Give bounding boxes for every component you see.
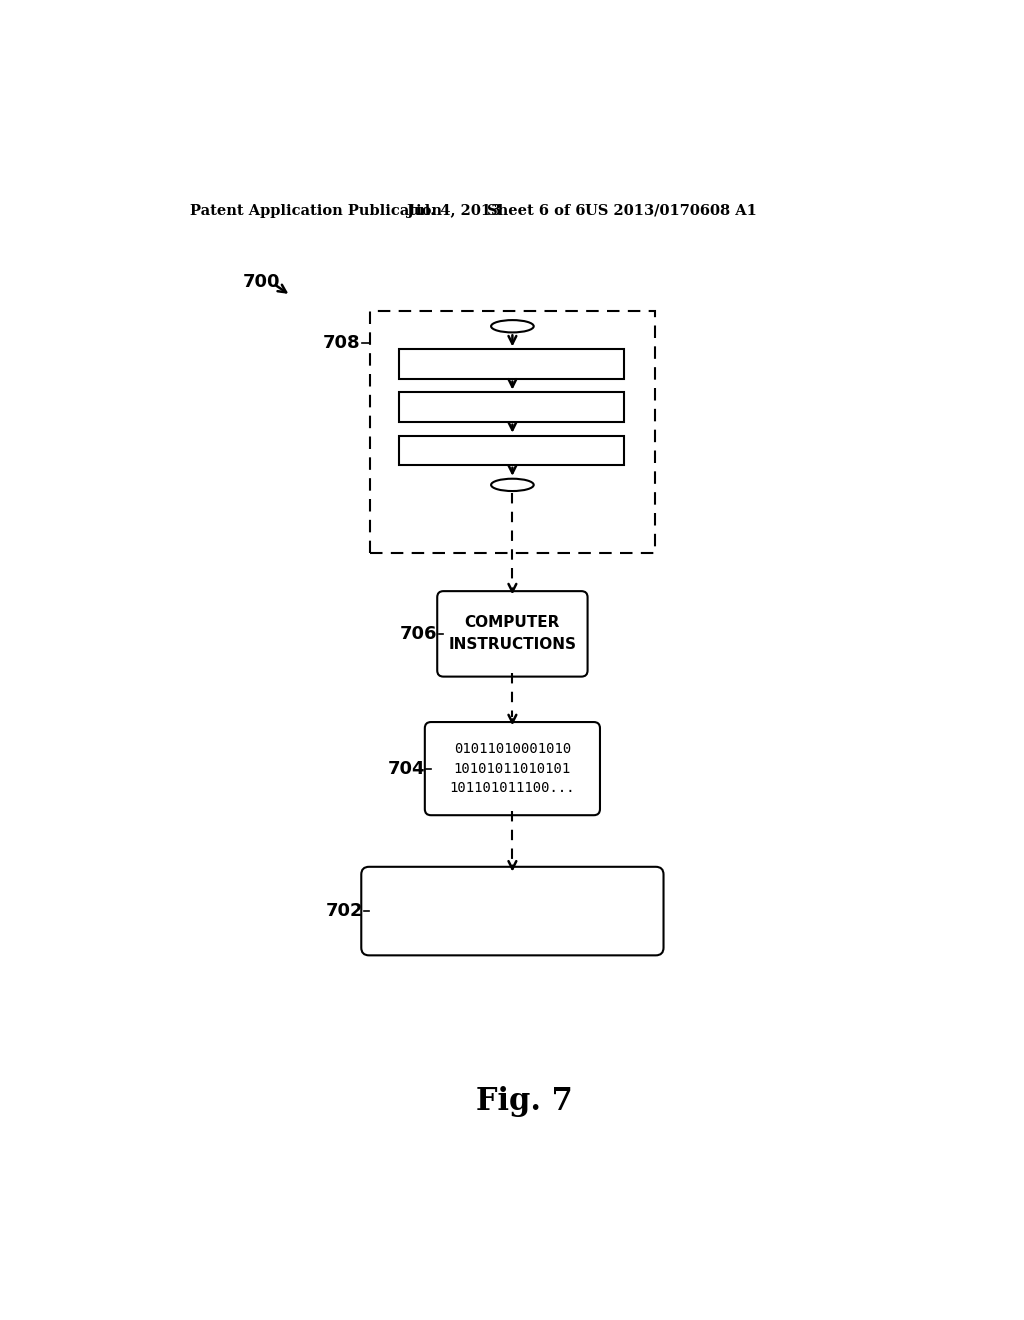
- Text: 700: 700: [243, 273, 281, 290]
- FancyBboxPatch shape: [437, 591, 588, 677]
- Text: US 2013/0170608 A1: US 2013/0170608 A1: [586, 203, 757, 218]
- Text: 706: 706: [399, 624, 437, 643]
- Bar: [399, 436, 624, 465]
- Ellipse shape: [492, 479, 534, 491]
- Bar: [399, 350, 624, 379]
- Text: Fig. 7: Fig. 7: [476, 1086, 573, 1117]
- Text: Jul. 4, 2013: Jul. 4, 2013: [407, 203, 502, 218]
- Text: 702: 702: [326, 902, 362, 920]
- Bar: [370, 312, 655, 553]
- Ellipse shape: [492, 321, 534, 333]
- FancyBboxPatch shape: [425, 722, 600, 816]
- Text: 708: 708: [323, 334, 360, 352]
- Text: Patent Application Publication: Patent Application Publication: [190, 203, 442, 218]
- Text: 704: 704: [387, 759, 425, 777]
- FancyBboxPatch shape: [361, 867, 664, 956]
- Text: Sheet 6 of 6: Sheet 6 of 6: [486, 203, 586, 218]
- Text: 01011010001010
10101011010101
101101011100...: 01011010001010 10101011010101 1011010111…: [450, 742, 575, 795]
- Bar: [399, 392, 624, 422]
- Text: COMPUTER
INSTRUCTIONS: COMPUTER INSTRUCTIONS: [449, 615, 577, 652]
